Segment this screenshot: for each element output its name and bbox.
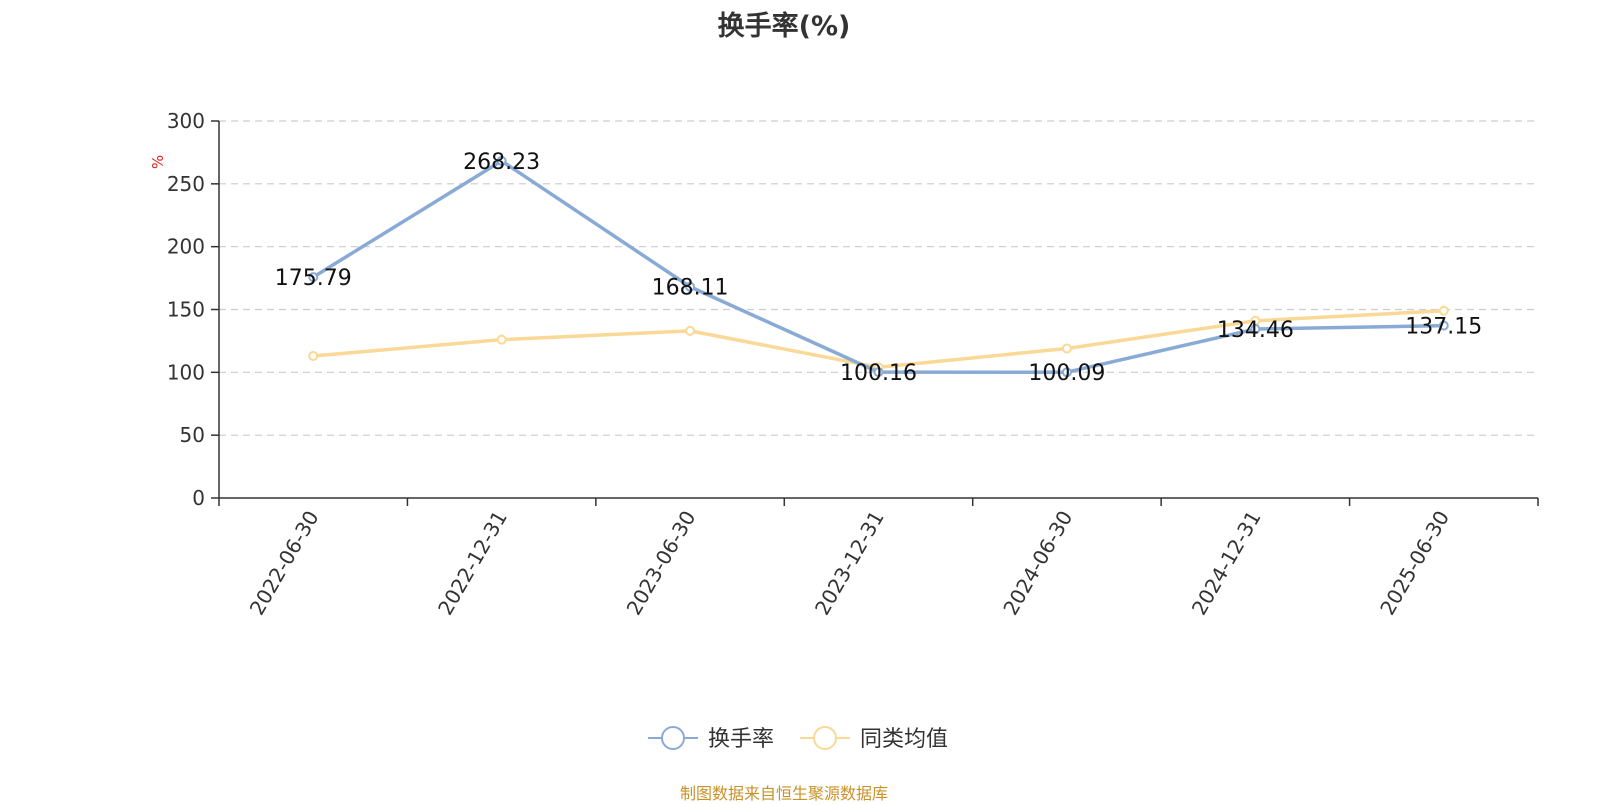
data-point <box>308 350 319 361</box>
data-label: 134.46 <box>1217 318 1294 343</box>
data-point <box>1438 320 1449 331</box>
data-label: 268.23 <box>463 150 540 175</box>
x-tick-label: 2024-12-31 <box>1187 507 1266 620</box>
legend-label: 换手率 <box>708 727 774 752</box>
legend-marker <box>661 726 685 750</box>
source-note: 制图数据来自恒生聚源数据库 <box>679 784 888 803</box>
x-tick-label: 2024-06-30 <box>998 507 1077 620</box>
y-tick-label: 200 <box>167 235 205 259</box>
data-point <box>1061 367 1072 378</box>
data-point <box>496 334 507 345</box>
x-tick-label: 2023-06-30 <box>621 507 700 620</box>
x-tick-label: 2022-12-31 <box>433 507 512 620</box>
data-point <box>1250 324 1261 335</box>
y-tick-label: 150 <box>167 298 205 322</box>
data-label: 100.09 <box>1028 361 1105 386</box>
x-tick-label: 2023-12-31 <box>810 507 889 620</box>
data-label: 100.16 <box>840 361 917 386</box>
y-unit-label: % <box>149 155 167 169</box>
data-point <box>685 281 696 292</box>
data-point <box>685 325 696 336</box>
data-point <box>496 155 507 166</box>
chart-title: 换手率(%) <box>717 11 851 42</box>
legend-marker <box>813 726 837 750</box>
data-label: 175.79 <box>275 266 352 291</box>
y-tick-label: 0 <box>192 486 205 510</box>
data-point <box>1438 305 1449 316</box>
legend-label: 同类均值 <box>860 727 948 752</box>
y-tick-label: 50 <box>180 423 205 447</box>
y-tick-label: 250 <box>167 172 205 196</box>
data-point <box>873 367 884 378</box>
data-label: 137.15 <box>1405 315 1482 340</box>
data-point <box>1061 343 1072 354</box>
x-tick-label: 2022-06-30 <box>245 507 324 620</box>
y-tick-label: 100 <box>167 360 205 384</box>
y-tick-label: 300 <box>167 109 205 133</box>
data-point <box>308 272 319 283</box>
data-label: 168.11 <box>652 276 729 301</box>
x-tick-label: 2025-06-30 <box>1375 507 1454 620</box>
